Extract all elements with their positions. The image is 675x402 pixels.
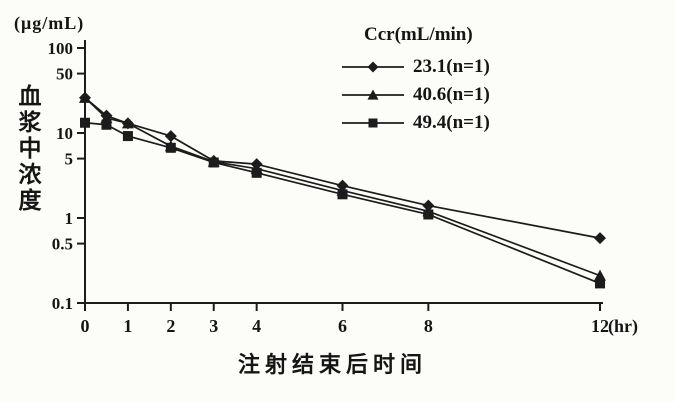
data-point-triangle xyxy=(121,117,134,129)
data-point-square xyxy=(208,157,219,168)
data-point-square xyxy=(423,209,434,220)
legend-marker-square xyxy=(368,118,378,128)
y-axis-title: 血浆中浓度 xyxy=(15,84,40,214)
x-tick-label: 8 xyxy=(424,316,433,336)
x-axis-unit-label: (hr) xyxy=(608,316,638,337)
y-tick-label: 50 xyxy=(56,65,73,84)
legend-marker-diamond xyxy=(367,61,379,73)
y-tick-label: 0.1 xyxy=(52,294,73,313)
y-tick-label: 5 xyxy=(65,150,74,169)
data-point-triangle xyxy=(79,91,91,103)
data-point-square xyxy=(101,119,112,130)
data-point-diamond xyxy=(594,232,606,245)
legend-item: 23.1(n=1) xyxy=(340,53,490,81)
legend-marker-triangle xyxy=(367,89,379,100)
x-tick-label: 12 xyxy=(591,316,609,336)
x-tick-label: 3 xyxy=(209,316,218,336)
data-point-square xyxy=(251,167,262,178)
x-tick-label: 1 xyxy=(123,316,132,336)
data-point-square xyxy=(80,117,90,128)
y-axis-unit-label: (μg/mL) xyxy=(14,13,85,33)
data-point-square xyxy=(165,142,176,153)
legend-marker-diamond-icon xyxy=(342,61,404,73)
legend-items: 23.1(n=1) 40.6(n=1) 49.4(n=1) xyxy=(340,53,490,137)
legend-title: Ccr(mL/min) xyxy=(364,24,473,45)
legend-item-label: 40.6(n=1) xyxy=(413,84,490,105)
legend-marker-square-icon xyxy=(342,118,404,128)
data-point-triangle xyxy=(594,269,606,281)
data-point-square xyxy=(337,189,348,200)
legend-item: 40.6(n=1) xyxy=(340,81,490,109)
legend: Ccr(mL/min) 23.1(n=1) 40.6(n=1) 49.4(n=1) xyxy=(340,24,490,137)
x-tick-label: 2 xyxy=(166,316,175,336)
y-tick-label: 10 xyxy=(56,124,73,143)
series-line-square xyxy=(84,121,601,285)
data-point-diamond xyxy=(164,130,177,143)
x-tick-label: 4 xyxy=(252,316,261,336)
legend-item-label: 49.4(n=1) xyxy=(413,112,490,133)
x-tick-label: 6 xyxy=(338,316,347,336)
data-point-square xyxy=(122,131,133,142)
legend-marker-triangle-icon xyxy=(342,89,404,100)
x-tick-label: 0 xyxy=(81,316,90,336)
y-tick-label: 0.5 xyxy=(52,235,73,254)
legend-item-label: 23.1(n=1) xyxy=(413,56,490,77)
y-tick-label: 1 xyxy=(65,209,74,228)
legend-item: 49.4(n=1) xyxy=(340,109,490,137)
y-tick-label: 100 xyxy=(48,39,74,58)
x-axis-title: 注射结束后时间 xyxy=(238,352,428,377)
data-point-square xyxy=(595,278,605,289)
